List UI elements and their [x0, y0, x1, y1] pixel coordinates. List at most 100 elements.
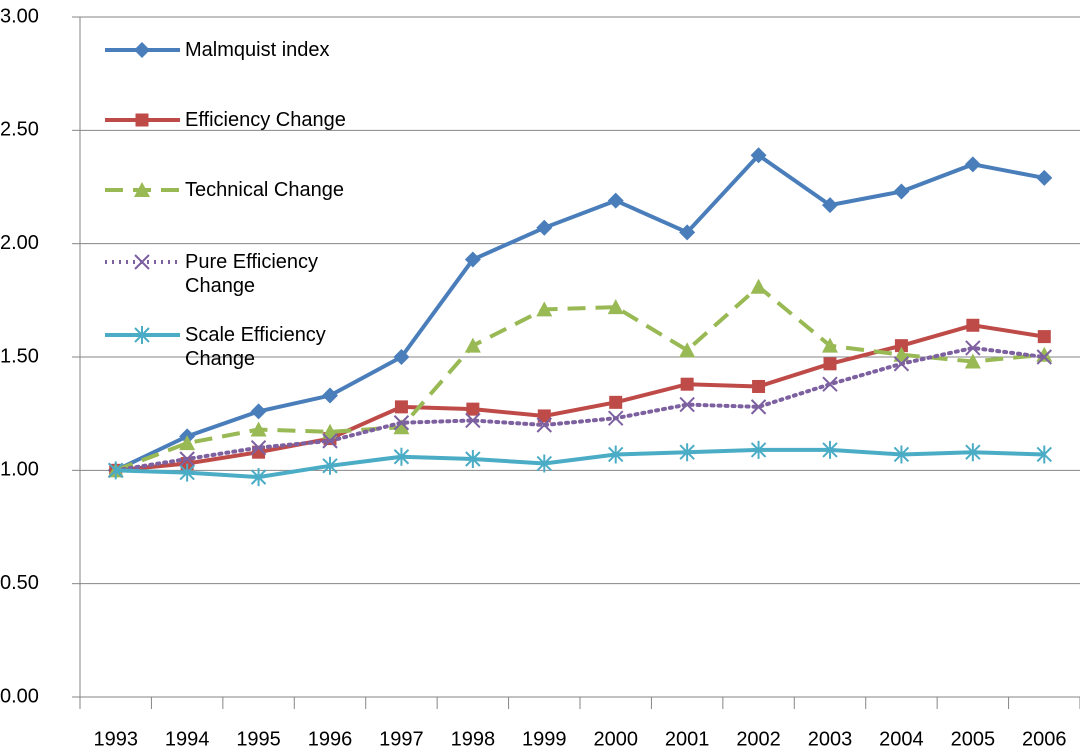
- marker: [322, 423, 338, 439]
- marker: [135, 113, 149, 127]
- marker: [608, 410, 624, 426]
- x-tick-label: 2004: [879, 728, 924, 750]
- marker: [322, 456, 338, 475]
- marker: [464, 337, 481, 353]
- y-tick-label: 2.00: [0, 232, 39, 254]
- marker: [464, 251, 481, 268]
- y-tick-label: 2.50: [0, 119, 39, 141]
- marker: [536, 417, 552, 433]
- legend-label: Scale Efficiency Change: [185, 324, 326, 370]
- marker: [393, 349, 410, 365]
- marker: [893, 356, 910, 372]
- marker: [1036, 169, 1053, 186]
- x-tick-label: 1996: [308, 728, 353, 750]
- marker: [965, 340, 981, 356]
- series-line: [114, 152, 1045, 473]
- marker: [679, 443, 695, 462]
- marker: [250, 421, 267, 437]
- series: [108, 440, 1052, 487]
- marker: [1036, 349, 1052, 365]
- marker: [134, 42, 150, 58]
- series-line: [115, 447, 1045, 480]
- marker: [1037, 330, 1051, 344]
- legend-label: Technical Change: [185, 179, 344, 201]
- marker: [609, 395, 623, 409]
- y-tick-label: 0.50: [0, 572, 39, 594]
- marker: [134, 326, 150, 344]
- marker: [465, 450, 481, 468]
- marker: [465, 412, 481, 429]
- marker: [536, 301, 553, 317]
- x-tick-label: 1993: [93, 728, 138, 750]
- x-tick-label: 2003: [808, 728, 853, 750]
- marker: [1036, 445, 1052, 464]
- marker: [964, 156, 981, 173]
- marker: [607, 192, 624, 209]
- legend-label: Malmquist index: [185, 39, 330, 61]
- marker: [822, 197, 838, 214]
- marker: [393, 415, 410, 431]
- marker: [752, 379, 766, 393]
- x-tick-label: 1998: [451, 728, 496, 750]
- y-tick-label: 0.00: [0, 685, 39, 707]
- x-tick-label: 2006: [1022, 728, 1067, 750]
- x-tick-label: 2002: [736, 728, 781, 750]
- marker: [179, 435, 196, 451]
- legend-label: Pure Efficiency Change: [185, 251, 319, 297]
- series: [107, 278, 1053, 478]
- marker: [179, 451, 195, 467]
- marker: [750, 399, 767, 415]
- marker: [250, 439, 267, 456]
- marker: [134, 182, 150, 197]
- marker: [823, 357, 837, 371]
- marker: [108, 461, 124, 480]
- marker: [894, 339, 908, 353]
- marker: [537, 409, 551, 423]
- marker: [679, 224, 696, 241]
- x-tick-label: 2001: [665, 728, 710, 750]
- x-tick-label: 1995: [236, 728, 281, 750]
- marker: [750, 278, 767, 294]
- marker: [750, 440, 767, 459]
- legend-label: Efficiency Change: [185, 109, 346, 131]
- marker: [250, 468, 267, 487]
- marker: [965, 443, 981, 462]
- marker: [394, 400, 408, 414]
- marker: [1036, 346, 1053, 362]
- series-line: [115, 323, 1045, 473]
- marker: [466, 402, 480, 416]
- marker: [393, 419, 410, 435]
- marker: [679, 342, 696, 358]
- x-tick-label: 1997: [379, 728, 424, 750]
- marker: [680, 377, 694, 391]
- marker: [134, 254, 150, 270]
- marker: [322, 433, 338, 449]
- marker: [964, 353, 981, 369]
- marker: [893, 183, 910, 200]
- marker: [536, 219, 553, 236]
- marker: [822, 440, 838, 459]
- marker: [322, 387, 338, 404]
- series: [108, 340, 1052, 479]
- marker: [893, 445, 910, 464]
- marker: [966, 318, 980, 332]
- series-line: [113, 345, 1047, 473]
- x-tick-label: 2000: [593, 728, 638, 750]
- x-tick-label: 1994: [165, 728, 210, 750]
- marker: [679, 396, 695, 413]
- marker: [750, 147, 767, 164]
- marker: [536, 454, 552, 473]
- marker: [822, 376, 838, 392]
- marker: [250, 403, 267, 420]
- marker: [608, 445, 624, 464]
- marker: [893, 346, 910, 362]
- x-tick-label: 2005: [951, 728, 996, 750]
- marker: [607, 299, 624, 315]
- y-tick-label: 3.00: [0, 5, 39, 27]
- marker: [393, 447, 410, 466]
- y-tick-label: 1.00: [0, 459, 39, 481]
- y-tick-label: 1.50: [0, 345, 39, 367]
- x-tick-label: 1999: [522, 728, 567, 750]
